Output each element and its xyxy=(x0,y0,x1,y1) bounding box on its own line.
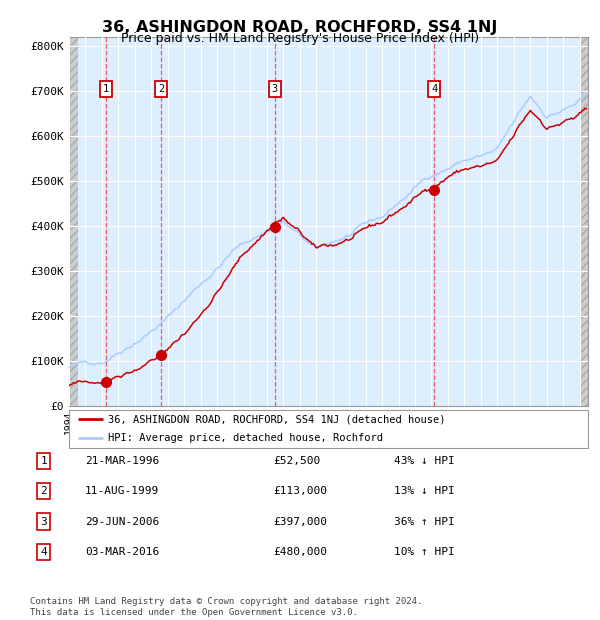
Text: 2: 2 xyxy=(40,486,47,496)
Text: 3: 3 xyxy=(40,516,47,526)
Text: 36, ASHINGDON ROAD, ROCHFORD, SS4 1NJ: 36, ASHINGDON ROAD, ROCHFORD, SS4 1NJ xyxy=(103,20,497,35)
Text: 3: 3 xyxy=(272,84,278,94)
Text: 29-JUN-2006: 29-JUN-2006 xyxy=(85,516,160,526)
Text: HPI: Average price, detached house, Rochford: HPI: Average price, detached house, Roch… xyxy=(108,433,383,443)
Text: 10% ↑ HPI: 10% ↑ HPI xyxy=(394,547,455,557)
Text: 11-AUG-1999: 11-AUG-1999 xyxy=(85,486,160,496)
Text: 43% ↓ HPI: 43% ↓ HPI xyxy=(394,456,455,466)
Text: 03-MAR-2016: 03-MAR-2016 xyxy=(85,547,160,557)
Text: Price paid vs. HM Land Registry's House Price Index (HPI): Price paid vs. HM Land Registry's House … xyxy=(121,32,479,45)
Text: £113,000: £113,000 xyxy=(273,486,327,496)
Text: £480,000: £480,000 xyxy=(273,547,327,557)
FancyBboxPatch shape xyxy=(69,410,588,448)
Text: Contains HM Land Registry data © Crown copyright and database right 2024.
This d: Contains HM Land Registry data © Crown c… xyxy=(30,598,422,617)
Text: 4: 4 xyxy=(40,547,47,557)
Bar xyxy=(581,37,588,406)
Text: 2: 2 xyxy=(158,84,164,94)
Text: £52,500: £52,500 xyxy=(273,456,320,466)
Text: 1: 1 xyxy=(40,456,47,466)
Bar xyxy=(69,37,78,406)
Text: 36% ↑ HPI: 36% ↑ HPI xyxy=(394,516,455,526)
Text: £397,000: £397,000 xyxy=(273,516,327,526)
Text: 1: 1 xyxy=(103,84,109,94)
Text: 36, ASHINGDON ROAD, ROCHFORD, SS4 1NJ (detached house): 36, ASHINGDON ROAD, ROCHFORD, SS4 1NJ (d… xyxy=(108,414,445,424)
Text: 21-MAR-1996: 21-MAR-1996 xyxy=(85,456,160,466)
Text: 13% ↓ HPI: 13% ↓ HPI xyxy=(394,486,455,496)
Text: 4: 4 xyxy=(431,84,437,94)
